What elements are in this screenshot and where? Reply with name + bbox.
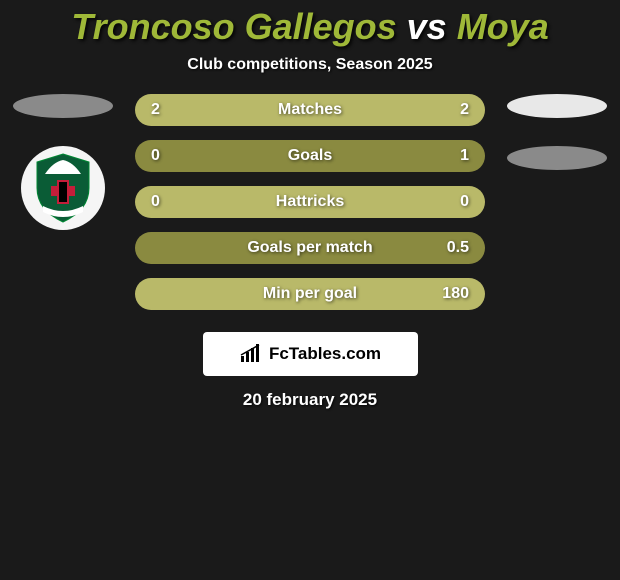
- main-area: 2 Matches 2 0 Goals 1 0 Hattricks 0 Goal…: [0, 94, 620, 410]
- stat-right-value: 180: [429, 285, 469, 303]
- stat-left-value: 0: [151, 147, 191, 165]
- brand-badge[interactable]: FcTables.com: [203, 332, 418, 376]
- player2-name: Moya: [457, 6, 549, 47]
- player1-team-badge: [21, 146, 105, 230]
- player1-club-placeholder-1: [13, 94, 113, 118]
- vs-label: vs: [407, 6, 447, 47]
- stat-label: Hattricks: [276, 193, 344, 211]
- date-label: 20 february 2025: [10, 390, 610, 410]
- player2-club-placeholder-1: [507, 94, 607, 118]
- subtitle: Club competitions, Season 2025: [0, 56, 620, 74]
- player2-club-placeholder-2: [507, 146, 607, 170]
- stat-right-value: 0.5: [429, 239, 469, 257]
- stat-label: Matches: [278, 101, 342, 119]
- right-badges-column: [502, 94, 612, 170]
- stat-left-value: 0: [151, 193, 191, 211]
- stat-right-value: 1: [429, 147, 469, 165]
- stat-row-goals: 0 Goals 1: [135, 140, 485, 172]
- stat-right-value: 0: [429, 193, 469, 211]
- bar-chart-icon: [239, 344, 263, 364]
- player1-name: Troncoso Gallegos: [71, 6, 396, 47]
- stat-label: Goals: [288, 147, 332, 165]
- stat-row-min-per-goal: Min per goal 180: [135, 278, 485, 310]
- brand-text: FcTables.com: [269, 344, 381, 364]
- stat-row-goals-per-match: Goals per match 0.5: [135, 232, 485, 264]
- stat-label: Min per goal: [263, 285, 357, 303]
- stat-label: Goals per match: [247, 239, 372, 257]
- stats-table: 2 Matches 2 0 Goals 1 0 Hattricks 0 Goal…: [135, 94, 485, 310]
- left-badges-column: [8, 94, 118, 230]
- team-crest-icon: [21, 146, 105, 230]
- stat-row-hattricks: 0 Hattricks 0: [135, 186, 485, 218]
- stat-left-value: 2: [151, 101, 191, 119]
- page-title: Troncoso Gallegos vs Moya: [0, 6, 620, 48]
- stat-row-matches: 2 Matches 2: [135, 94, 485, 126]
- stat-right-value: 2: [429, 101, 469, 119]
- header: Troncoso Gallegos vs Moya Club competiti…: [0, 0, 620, 74]
